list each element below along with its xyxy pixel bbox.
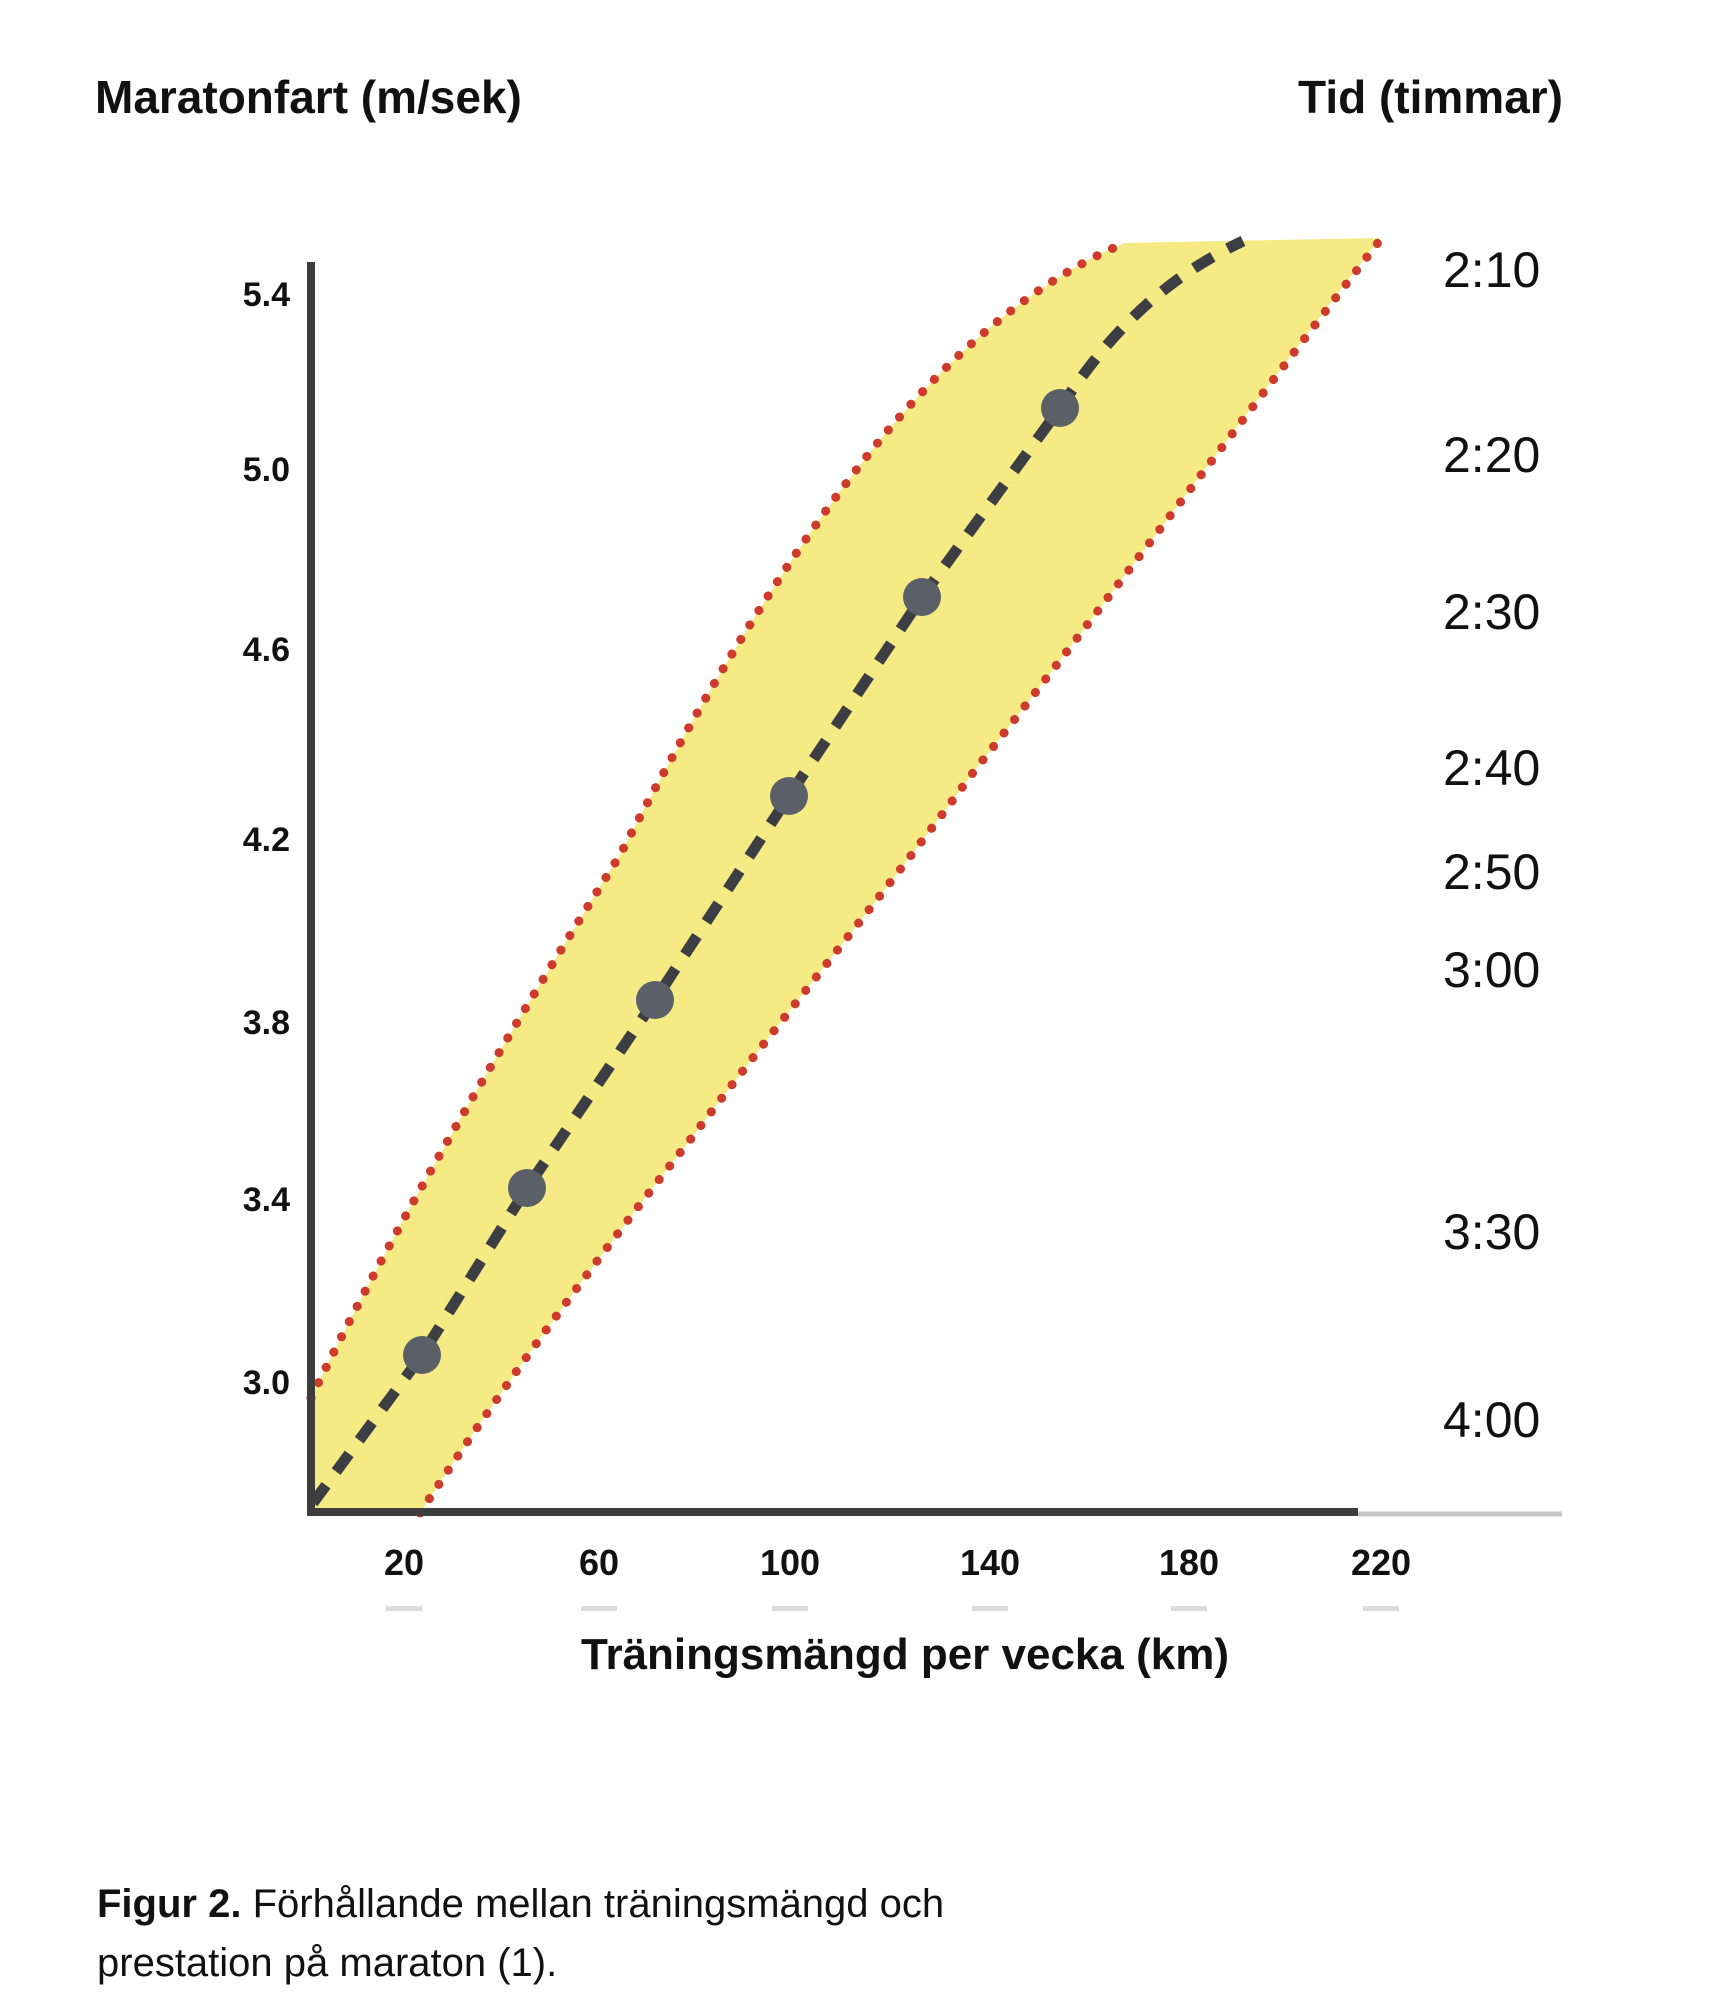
y-tick-label: 4.6 [242, 631, 290, 669]
time-tick-label: 3:30 [1443, 1204, 1541, 1260]
x-axis-title: Träningsmängd per vecka (km) [581, 1630, 1229, 1679]
data-point [508, 1169, 546, 1207]
y-tick-label: 3.0 [242, 1364, 290, 1402]
data-point [1041, 389, 1079, 427]
y-tick-label: 5.0 [242, 451, 290, 489]
x-tick-mark [386, 1606, 422, 1611]
time-tick-label: 2:30 [1443, 584, 1541, 640]
data-point [403, 1336, 441, 1374]
x-tick-label: 20 [383, 1542, 425, 1583]
x-tick-label: 180 [1158, 1542, 1220, 1583]
trend-line [308, 236, 1246, 1507]
band-lower-edge [415, 235, 1385, 1518]
data-point [636, 981, 674, 1019]
data-point [770, 777, 808, 815]
x-tick-mark [581, 1606, 617, 1611]
caption-text-line1: Förhållande mellan träningsmängd och [252, 1882, 945, 1926]
time-tick-label: 4:00 [1443, 1392, 1541, 1448]
x-tick-mark [772, 1606, 808, 1611]
time-tick-label: 2:20 [1443, 427, 1541, 483]
y-tick-label: 3.4 [242, 1181, 290, 1219]
x-tick-label: 60 [578, 1542, 620, 1583]
x-tick-label: 140 [959, 1542, 1021, 1583]
time-tick-label: 2:10 [1443, 242, 1541, 298]
figure-caption: Figur 2. Förhållande mellan träningsmäng… [97, 1875, 1197, 1993]
time-tick-label: 2:50 [1443, 844, 1541, 900]
x-tick-label: 100 [759, 1542, 821, 1583]
time-tick-label: 2:40 [1443, 740, 1541, 796]
right-axis-title: Tid (timmar) [1298, 71, 1563, 123]
caption-label: Figur 2. [97, 1882, 242, 1926]
y-tick-label: 4.2 [242, 821, 290, 859]
y-tick-label: 3.8 [242, 1004, 290, 1042]
x-tick-mark [1171, 1606, 1207, 1611]
y-tick-label: 5.4 [242, 276, 290, 314]
confidence-band [311, 238, 1380, 1513]
time-tick-label: 3:00 [1443, 942, 1541, 998]
caption-text-line2: prestation på maraton (1). [97, 1940, 558, 1985]
x-tick-mark [1363, 1606, 1399, 1611]
x-tick-mark [972, 1606, 1008, 1611]
data-point [903, 578, 941, 616]
x-tick-label: 220 [1350, 1542, 1412, 1583]
left-axis-title: Maratonfart (m/sek) [95, 71, 522, 123]
